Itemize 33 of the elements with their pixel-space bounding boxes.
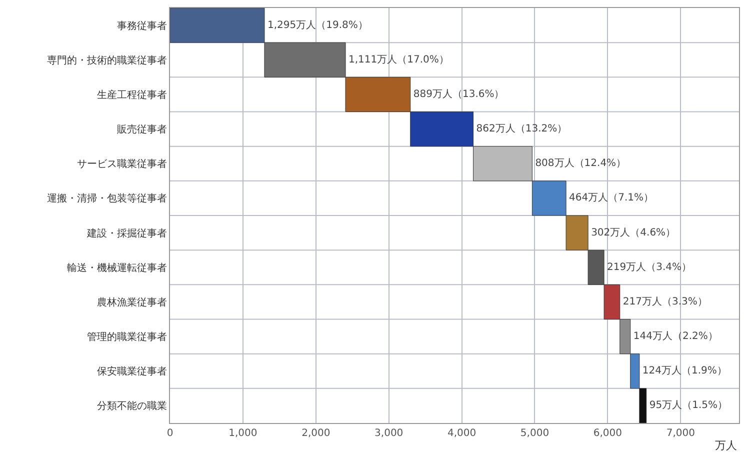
data-label: 464万人（7.1%） (569, 192, 654, 204)
y-tick-label: 輸送・機械運転従事者 (67, 262, 167, 274)
y-tick-label: 販売従事者 (117, 124, 167, 136)
x-tick-label: 7,000 (666, 428, 695, 439)
data-label: 1,111万人（17.0%） (348, 54, 449, 66)
data-label: 219万人（3.4%） (607, 262, 692, 273)
data-label: 862万人（13.2%） (476, 124, 568, 135)
y-tick-label: 専門的・技術的職業従事者 (47, 54, 167, 66)
x-tick-label: 2,000 (302, 428, 330, 439)
data-label: 124万人（1.9%） (642, 366, 727, 377)
y-tick-label: 運搬・清掃・包装等従事者 (47, 192, 167, 205)
x-tick-label: 3,000 (374, 428, 404, 439)
y-tick-label: 管理的職業従事者 (87, 331, 167, 344)
x-tick-label: 4,000 (447, 428, 476, 439)
data-label: 95万人（1.5%） (649, 400, 728, 412)
y-tick-label: サービス職業従事者 (77, 158, 167, 170)
x-tick-label: 6,000 (593, 428, 622, 439)
y-tick-label: 生産工程従事者 (97, 88, 167, 101)
x-tick-label: 5,000 (520, 428, 550, 439)
x-tick-label: 1,000 (228, 428, 258, 439)
data-label: 302万人（4.6%） (591, 227, 676, 238)
y-tick-label: 建設・採掘従事者 (86, 227, 167, 240)
y-tick-label: 保安職業従事者 (97, 366, 167, 378)
y-tick-label: 農林漁業従事者 (97, 296, 167, 308)
data-label: 144万人（2.2%） (633, 331, 718, 342)
data-label: 889万人（13.6%） (413, 88, 504, 100)
x-tick-label: 0 (166, 428, 174, 439)
data-label: 808万人（12.4%） (535, 158, 626, 170)
data-label: 1,295万人（19.8%） (267, 20, 368, 31)
data-label: 217万人（3.3%） (622, 296, 708, 308)
y-tick-label: 事務従事者 (117, 20, 167, 32)
x-axis-title: 万人 (715, 439, 737, 452)
y-tick-label: 分類不能の職業 (97, 400, 167, 412)
